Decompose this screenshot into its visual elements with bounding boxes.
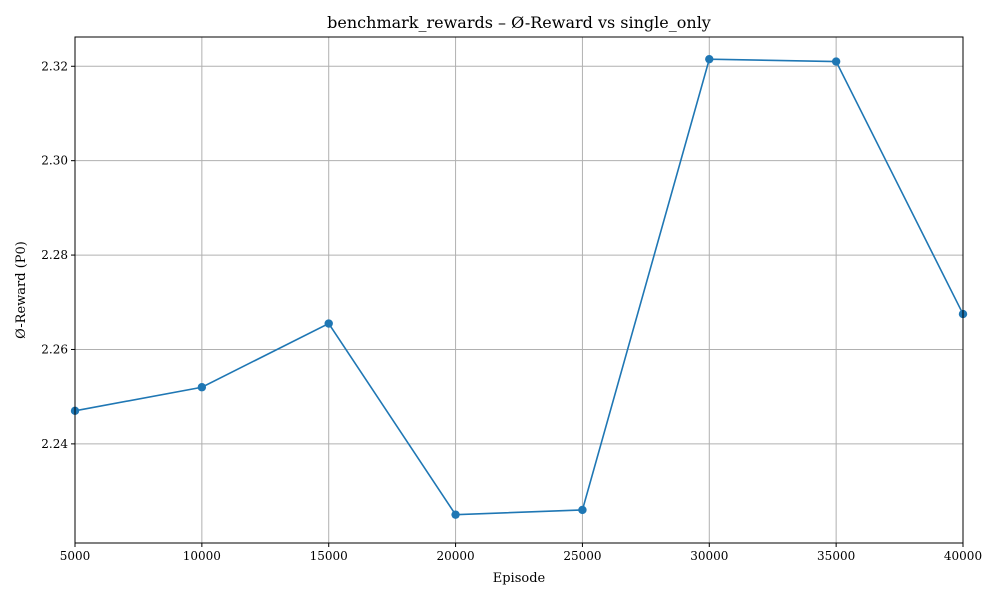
x-tick-label: 40000 <box>944 549 982 563</box>
x-tick-label: 35000 <box>817 549 855 563</box>
grid <box>74 37 964 543</box>
x-tick-label: 5000 <box>60 549 91 563</box>
series-reward <box>70 54 968 519</box>
x-tick-label: 10000 <box>183 549 221 563</box>
y-tick-label: 2.30 <box>41 154 68 168</box>
data-point <box>197 383 207 392</box>
x-tick-label: 25000 <box>563 549 601 563</box>
data-point <box>578 505 587 515</box>
y-tick-label: 2.26 <box>41 342 68 356</box>
y-axis: 2.24 2.26 2.28 2.30 2.32 <box>41 59 75 451</box>
data-point <box>705 54 714 64</box>
x-tick-label: 15000 <box>310 549 348 563</box>
data-point <box>324 319 333 328</box>
chart-title: benchmark_rewards – Ø-Reward vs single_o… <box>327 13 711 32</box>
y-tick-label: 2.32 <box>41 59 68 73</box>
x-axis: 5000 10000 15000 20000 25000 30000 35000 40000 <box>60 543 982 563</box>
y-axis-label: Ø-Reward (P0) <box>14 241 29 339</box>
x-tick-label: 30000 <box>690 549 728 563</box>
plot-frame <box>74 36 964 544</box>
series-line <box>74 58 964 516</box>
x-tick-label: 20000 <box>436 549 474 563</box>
y-tick-label: 2.24 <box>41 437 68 451</box>
data-point <box>831 57 841 66</box>
x-axis-label: Episode <box>493 571 546 586</box>
y-tick-label: 2.28 <box>41 248 68 262</box>
data-point <box>451 510 460 519</box>
